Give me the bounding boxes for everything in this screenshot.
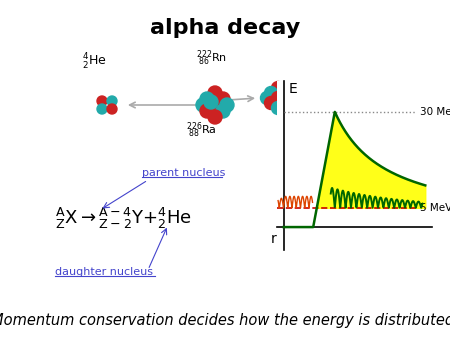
Text: E: E: [289, 82, 297, 96]
Circle shape: [208, 98, 222, 112]
Text: alpha decay: alpha decay: [150, 18, 300, 38]
Circle shape: [216, 92, 230, 106]
Circle shape: [279, 97, 292, 110]
Text: r: r: [271, 232, 277, 246]
Circle shape: [107, 96, 117, 106]
Circle shape: [97, 104, 107, 114]
Text: 5 MeV: 5 MeV: [420, 203, 450, 213]
Circle shape: [208, 110, 222, 124]
Text: $\mathregular{^{226}_{\ 88}}$Ra: $\mathregular{^{226}_{\ 88}}$Ra: [186, 120, 217, 140]
Circle shape: [200, 104, 214, 118]
Circle shape: [208, 86, 222, 100]
Circle shape: [220, 98, 234, 112]
Text: 30 MeV: 30 MeV: [420, 107, 450, 117]
Circle shape: [265, 97, 278, 110]
Text: $\mathregular{^4_2}$He: $\mathregular{^4_2}$He: [82, 52, 107, 72]
Circle shape: [271, 92, 284, 104]
Circle shape: [271, 81, 284, 95]
Circle shape: [196, 98, 210, 112]
Circle shape: [279, 87, 292, 99]
Text: parent nucleus: parent nucleus: [142, 168, 225, 178]
Circle shape: [261, 92, 274, 104]
Circle shape: [204, 95, 218, 109]
Circle shape: [107, 104, 117, 114]
Circle shape: [200, 92, 214, 106]
Circle shape: [265, 87, 278, 99]
Circle shape: [271, 101, 284, 115]
Text: daughter nucleus: daughter nucleus: [55, 267, 153, 277]
Text: $\mathregular{^{222}_{\ 86}}$Rn: $\mathregular{^{222}_{\ 86}}$Rn: [196, 48, 227, 68]
Circle shape: [97, 96, 107, 106]
Text: $\mathregular{^A_Z}$X$\rightarrow$$\mathregular{^{A-4}_{Z-2}}$Y+$\mathregular{^4: $\mathregular{^A_Z}$X$\rightarrow$$\math…: [55, 206, 192, 231]
Circle shape: [283, 92, 296, 104]
Circle shape: [216, 104, 230, 118]
Text: Momentum conservation decides how the energy is distributed.: Momentum conservation decides how the en…: [0, 313, 450, 328]
